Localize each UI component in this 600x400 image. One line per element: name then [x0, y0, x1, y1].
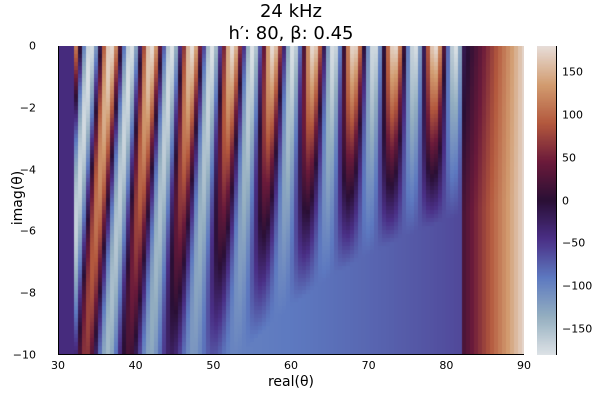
y-tick-label: −10: [12, 348, 36, 362]
plot-title-line-2: h′: 80, β: 0.45: [228, 23, 354, 44]
colorbar-axis-line: [556, 46, 557, 355]
x-tick-label: 50: [206, 359, 221, 372]
colorbar-tick-label: 100: [562, 108, 583, 122]
y-tick-label: −8: [19, 286, 36, 300]
phase-heatmap: [58, 46, 524, 355]
x-tick-label: 60: [284, 359, 298, 372]
y-tick-label: 0: [29, 39, 36, 53]
y-tick-label: −6: [19, 224, 36, 238]
x-tick-label: 40: [128, 359, 143, 372]
colorbar-tick-label: 50: [562, 151, 576, 165]
colorbar-tick-label: −50: [562, 236, 586, 250]
colorbar-tick-label: 150: [562, 65, 583, 79]
y-tick-label: −2: [19, 101, 36, 115]
colorbar: [537, 46, 556, 355]
x-tick-label: 90: [517, 359, 531, 372]
colorbar-tick-label: 0: [562, 194, 569, 207]
y-axis-label: imag(θ): [10, 170, 26, 226]
y-tick-label: −4: [19, 163, 36, 177]
x-tick-label: 30: [51, 359, 65, 372]
plot-title-line-1: 24 kHz: [259, 1, 323, 22]
x-tick-label: 80: [439, 359, 454, 372]
x-axis-label: real(θ): [267, 374, 315, 390]
colorbar-tick-label: −150: [562, 322, 593, 336]
colorbar-tick-label: −100: [562, 279, 593, 293]
x-tick-label: 70: [361, 359, 376, 372]
